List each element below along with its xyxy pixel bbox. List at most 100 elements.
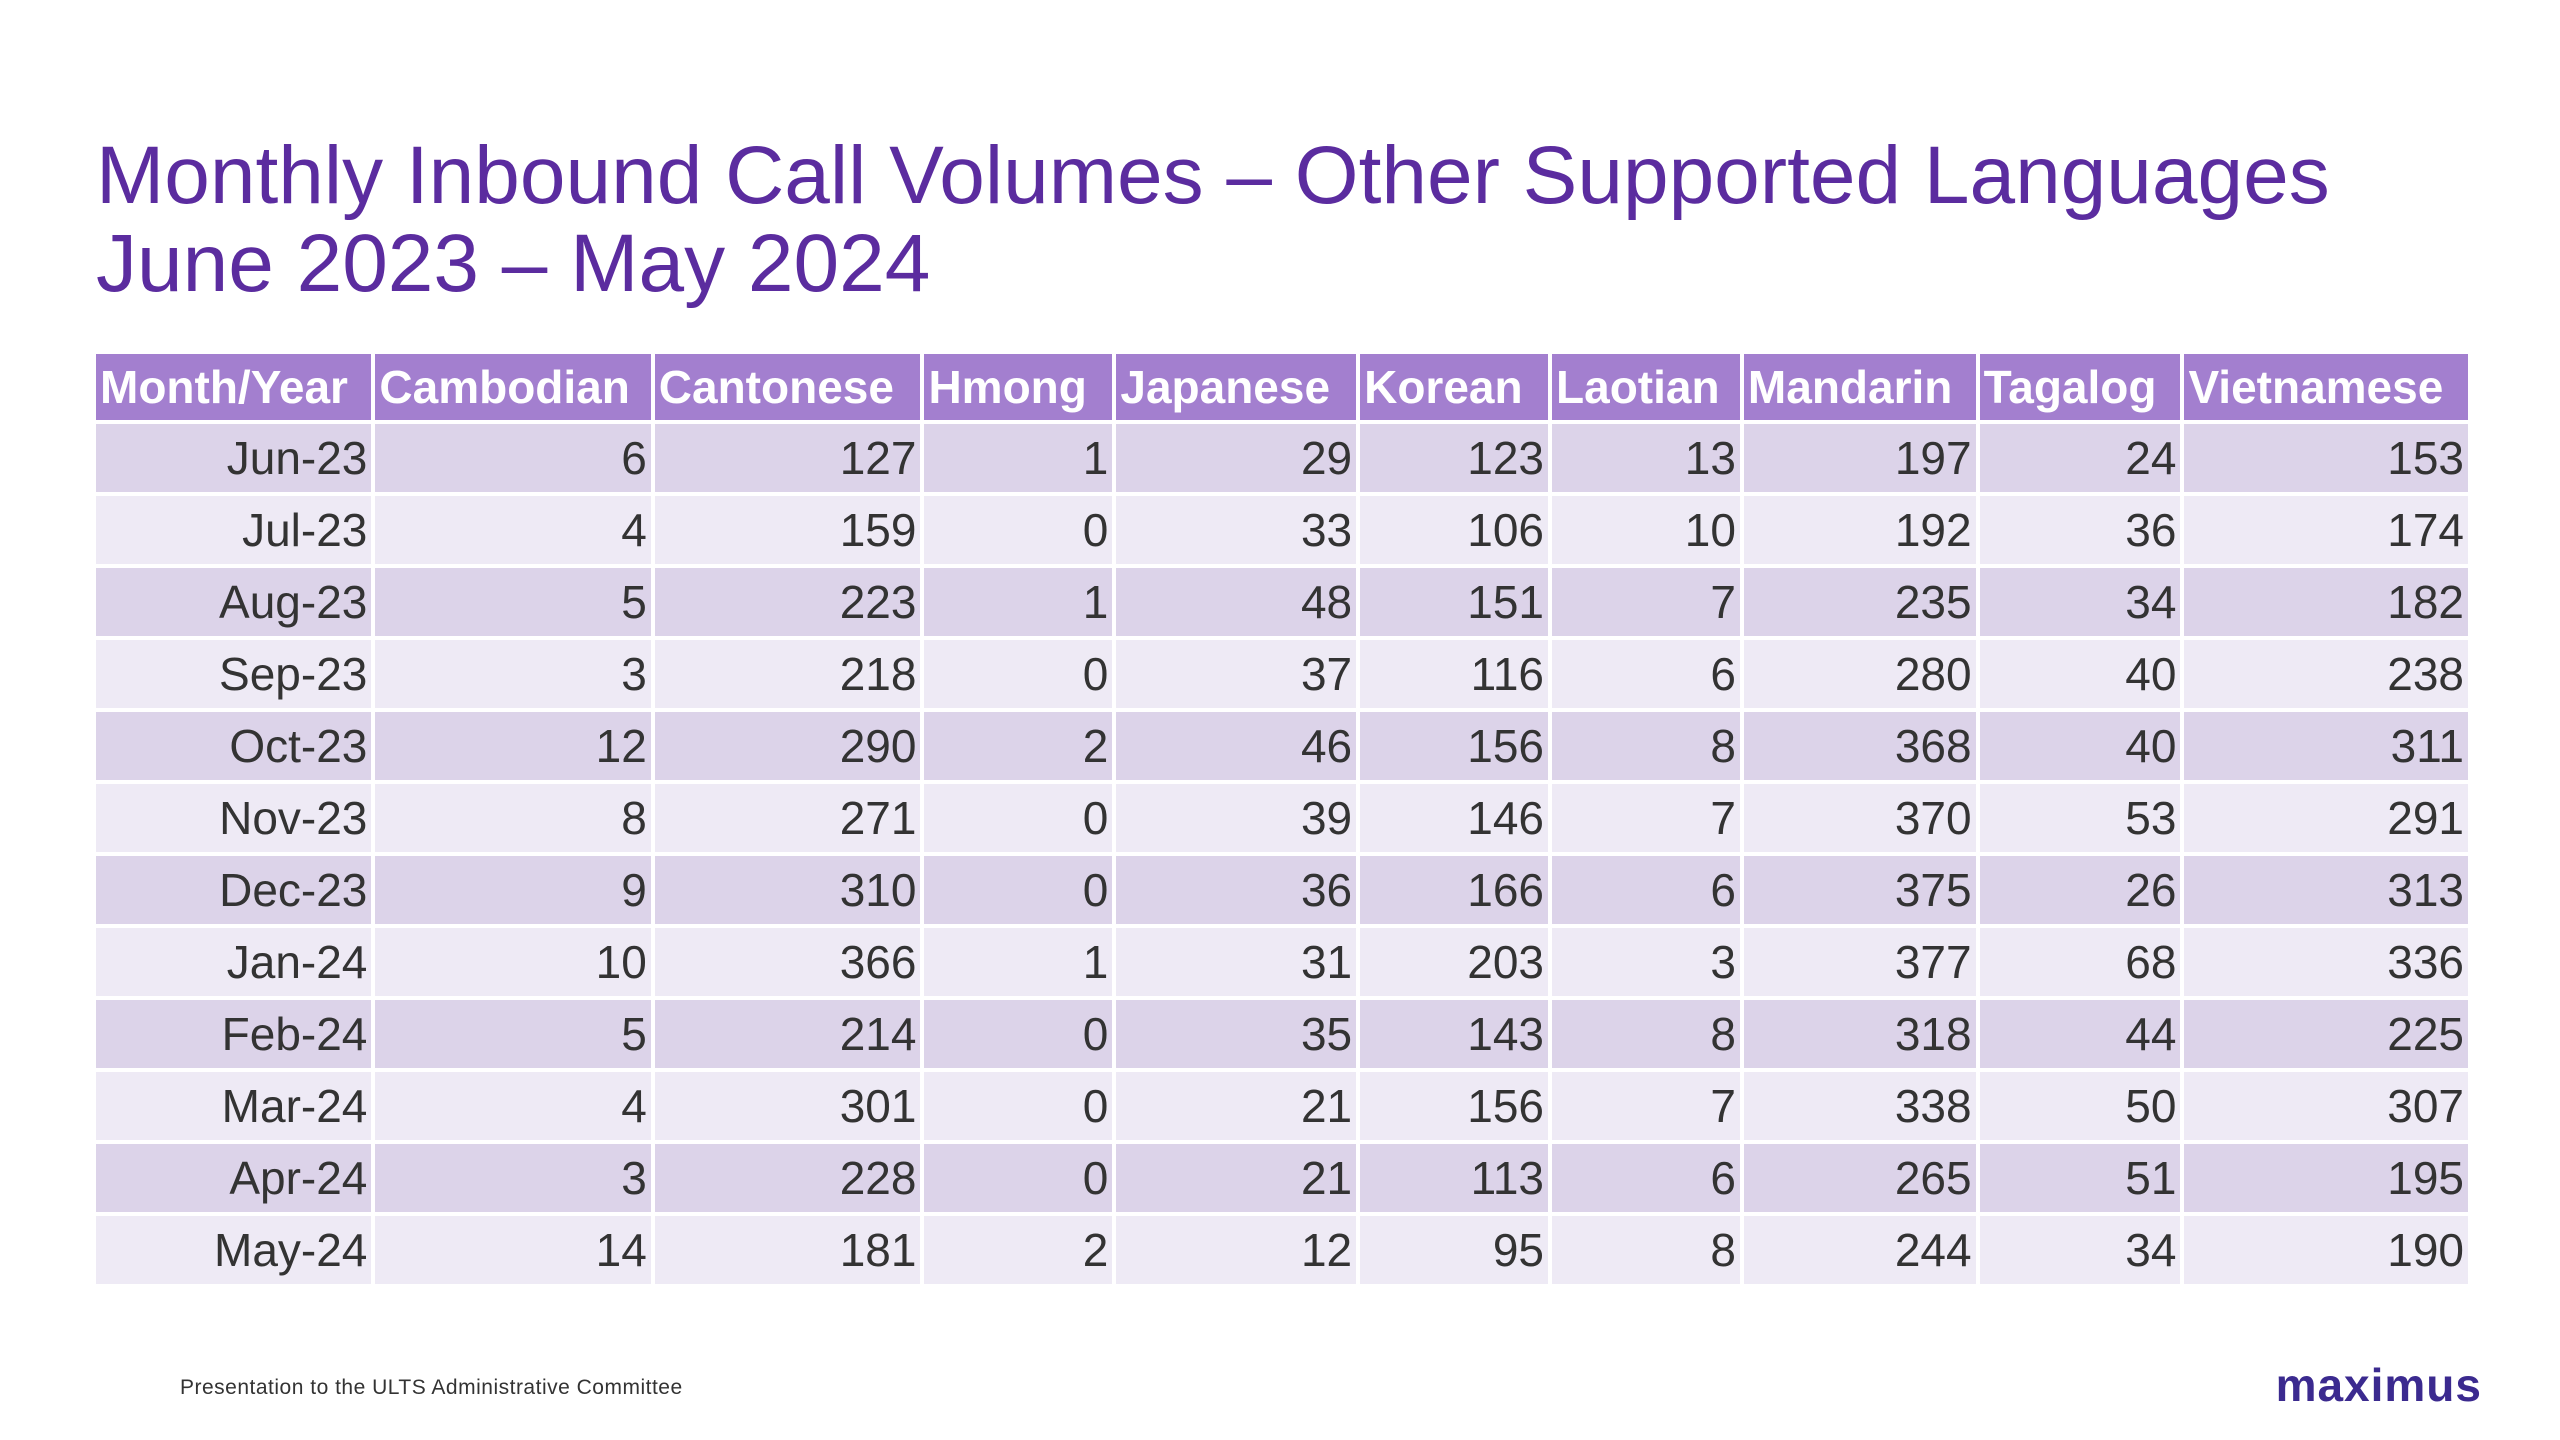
value-cell-cambodian: 9: [375, 856, 651, 924]
value-cell-laotian: 6: [1552, 640, 1740, 708]
value-cell-tagalog: 51: [1979, 1144, 2181, 1212]
column-header-hmong: Hmong: [924, 354, 1113, 420]
value-cell-vietnamese: 307: [2184, 1072, 2468, 1140]
value-cell-cambodian: 5: [375, 568, 651, 636]
month-cell: Jul-23: [96, 496, 372, 564]
table-header: Month/Year Cambodian Cantonese Hmong Japanes…: [96, 354, 2468, 420]
value-cell-cambodian: 4: [375, 1072, 651, 1140]
value-cell-cantonese: 159: [654, 496, 921, 564]
value-cell-mandarin: 235: [1743, 568, 1976, 636]
value-cell-korean: 113: [1360, 1144, 1549, 1212]
column-header-cantonese: Cantonese: [654, 354, 921, 420]
value-cell-japanese: 35: [1116, 1000, 1357, 1068]
value-cell-japanese: 31: [1116, 928, 1357, 996]
table-row: Mar-24 4 301 0 21 156 7 338 50 307: [96, 1072, 2468, 1140]
column-header-mandarin: Mandarin: [1743, 354, 1976, 420]
value-cell-cantonese: 214: [654, 1000, 921, 1068]
value-cell-tagalog: 68: [1979, 928, 2181, 996]
table-row: Jul-23 4 159 0 33 106 10 192 36 174: [96, 496, 2468, 564]
value-cell-korean: 143: [1360, 1000, 1549, 1068]
value-cell-laotian: 8: [1552, 1216, 1740, 1284]
value-cell-tagalog: 24: [1979, 424, 2181, 492]
table-header-row: Month/Year Cambodian Cantonese Hmong Japanes…: [96, 354, 2468, 420]
value-cell-cantonese: 271: [654, 784, 921, 852]
value-cell-hmong: 0: [924, 784, 1113, 852]
value-cell-vietnamese: 336: [2184, 928, 2468, 996]
table-row: Feb-24 5 214 0 35 143 8 318 44 225: [96, 1000, 2468, 1068]
value-cell-vietnamese: 291: [2184, 784, 2468, 852]
value-cell-japanese: 21: [1116, 1072, 1357, 1140]
value-cell-hmong: 1: [924, 928, 1113, 996]
value-cell-cambodian: 3: [375, 1144, 651, 1212]
value-cell-japanese: 21: [1116, 1144, 1357, 1212]
value-cell-cambodian: 4: [375, 496, 651, 564]
value-cell-cambodian: 8: [375, 784, 651, 852]
value-cell-cantonese: 218: [654, 640, 921, 708]
call-volume-table-container: Month/Year Cambodian Cantonese Hmong Japanes…: [96, 350, 2476, 1288]
value-cell-vietnamese: 195: [2184, 1144, 2468, 1212]
value-cell-japanese: 46: [1116, 712, 1357, 780]
value-cell-cambodian: 5: [375, 1000, 651, 1068]
value-cell-laotian: 7: [1552, 1072, 1740, 1140]
month-cell: Jan-24: [96, 928, 372, 996]
month-cell: Apr-24: [96, 1144, 372, 1212]
value-cell-tagalog: 36: [1979, 496, 2181, 564]
value-cell-cantonese: 366: [654, 928, 921, 996]
value-cell-mandarin: 338: [1743, 1072, 1976, 1140]
table-body: Jun-23 6 127 1 29 123 13 197 24 153 Jul-23 4 159 0 33 1…: [96, 424, 2468, 1284]
value-cell-tagalog: 53: [1979, 784, 2181, 852]
value-cell-hmong: 0: [924, 856, 1113, 924]
value-cell-korean: 156: [1360, 712, 1549, 780]
value-cell-hmong: 0: [924, 640, 1113, 708]
slide-title-line-2: June 2023 – May 2024: [96, 218, 931, 309]
slide-title: Monthly Inbound Call Volumes – Other Sup…: [96, 132, 2330, 308]
value-cell-tagalog: 34: [1979, 1216, 2181, 1284]
value-cell-mandarin: 368: [1743, 712, 1976, 780]
value-cell-cantonese: 301: [654, 1072, 921, 1140]
value-cell-vietnamese: 190: [2184, 1216, 2468, 1284]
value-cell-hmong: 0: [924, 1144, 1113, 1212]
table-row: Jun-23 6 127 1 29 123 13 197 24 153: [96, 424, 2468, 492]
value-cell-vietnamese: 311: [2184, 712, 2468, 780]
value-cell-cambodian: 14: [375, 1216, 651, 1284]
value-cell-korean: 146: [1360, 784, 1549, 852]
value-cell-hmong: 0: [924, 1000, 1113, 1068]
value-cell-hmong: 1: [924, 424, 1113, 492]
value-cell-tagalog: 26: [1979, 856, 2181, 924]
value-cell-cantonese: 181: [654, 1216, 921, 1284]
value-cell-vietnamese: 238: [2184, 640, 2468, 708]
value-cell-mandarin: 197: [1743, 424, 1976, 492]
value-cell-japanese: 12: [1116, 1216, 1357, 1284]
month-cell: May-24: [96, 1216, 372, 1284]
value-cell-japanese: 48: [1116, 568, 1357, 636]
call-volume-table: Month/Year Cambodian Cantonese Hmong Japanes…: [92, 350, 2472, 1288]
value-cell-tagalog: 50: [1979, 1072, 2181, 1140]
value-cell-cantonese: 127: [654, 424, 921, 492]
value-cell-mandarin: 370: [1743, 784, 1976, 852]
footer-text: Presentation to the ULTS Administrative …: [180, 1376, 683, 1399]
value-cell-korean: 106: [1360, 496, 1549, 564]
slide-title-line-1: Monthly Inbound Call Volumes – Other Sup…: [96, 130, 2330, 221]
value-cell-laotian: 3: [1552, 928, 1740, 996]
value-cell-laotian: 13: [1552, 424, 1740, 492]
value-cell-cambodian: 12: [375, 712, 651, 780]
value-cell-vietnamese: 313: [2184, 856, 2468, 924]
value-cell-mandarin: 244: [1743, 1216, 1976, 1284]
value-cell-mandarin: 318: [1743, 1000, 1976, 1068]
value-cell-vietnamese: 153: [2184, 424, 2468, 492]
value-cell-laotian: 8: [1552, 712, 1740, 780]
value-cell-laotian: 6: [1552, 1144, 1740, 1212]
table-row: Jan-24 10 366 1 31 203 3 377 68 336: [96, 928, 2468, 996]
value-cell-tagalog: 34: [1979, 568, 2181, 636]
value-cell-japanese: 39: [1116, 784, 1357, 852]
column-header-japanese: Japanese: [1116, 354, 1357, 420]
month-cell: Mar-24: [96, 1072, 372, 1140]
value-cell-tagalog: 40: [1979, 712, 2181, 780]
value-cell-japanese: 29: [1116, 424, 1357, 492]
table-row: Nov-23 8 271 0 39 146 7 370 53 291: [96, 784, 2468, 852]
month-cell: Sep-23: [96, 640, 372, 708]
column-header-vietnamese: Vietnamese: [2184, 354, 2468, 420]
value-cell-laotian: 6: [1552, 856, 1740, 924]
value-cell-cantonese: 223: [654, 568, 921, 636]
table-row: Apr-24 3 228 0 21 113 6 265 51 195: [96, 1144, 2468, 1212]
